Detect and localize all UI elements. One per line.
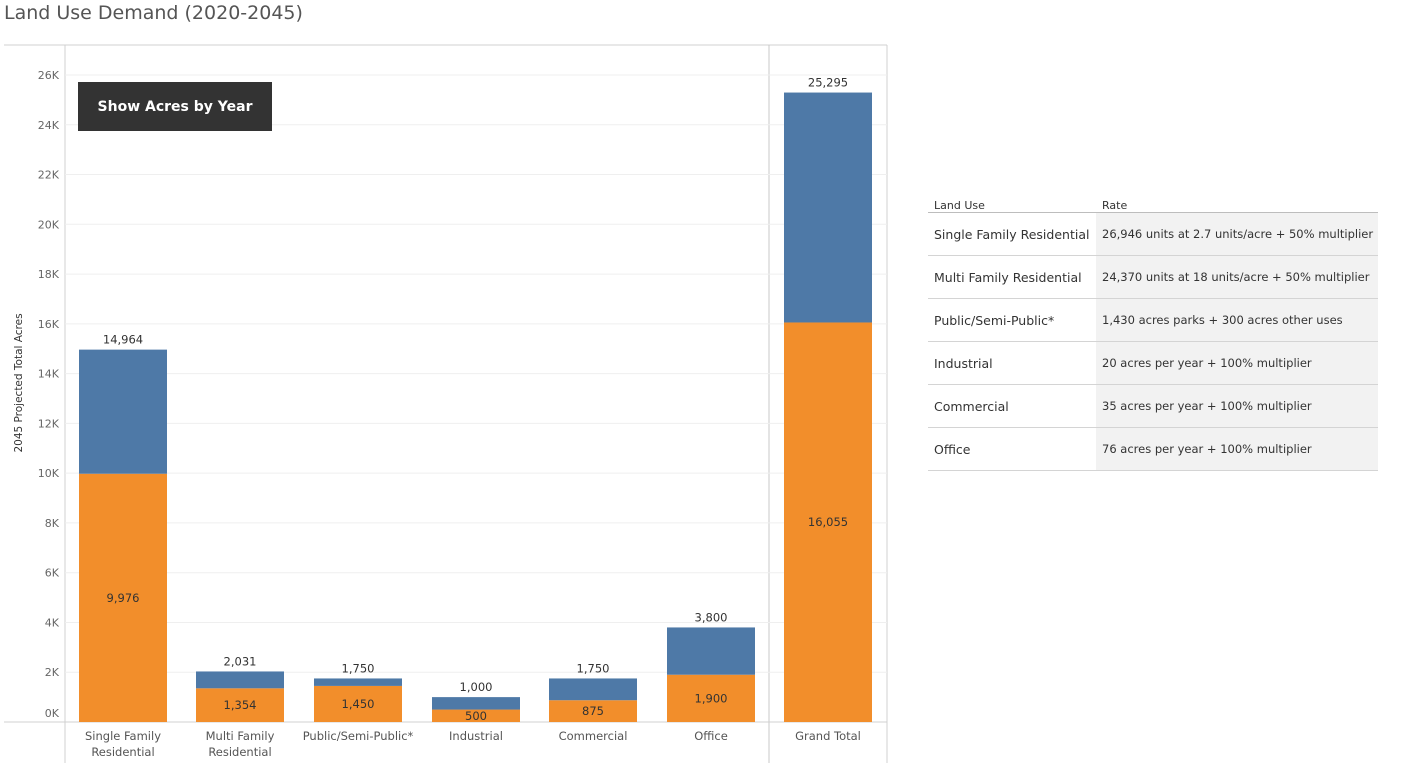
x-tick-label: Commercial: [559, 729, 628, 743]
bar-segment-orange: [314, 685, 402, 722]
x-tick-label: Single Family: [85, 729, 161, 743]
bar-segment-blue: [196, 671, 284, 689]
show-acres-by-year-button[interactable]: Show Acres by Year: [78, 82, 272, 131]
bar-segment-blue: [667, 627, 755, 675]
rate-table-header: Land Use Rate: [928, 192, 1378, 213]
table-row: Office 76 acres per year + 100% multipli…: [928, 427, 1378, 471]
y-tick-label: 4K: [45, 616, 60, 629]
bar-segment-blue: [314, 678, 402, 686]
x-tick-label: Multi Family: [206, 729, 275, 743]
y-tick-label: 12K: [38, 417, 60, 430]
land-use-cell: Single Family Residential: [928, 212, 1096, 256]
bar-segment-orange: [432, 709, 520, 722]
bar-segment-orange: [549, 700, 637, 722]
y-tick-label: 16K: [38, 318, 60, 331]
rate-cell: 20 acres per year + 100% multiplier: [1096, 341, 1378, 385]
bar-total-label: 1,750: [577, 661, 610, 675]
y-tick-label: 8K: [45, 517, 60, 530]
land-use-cell: Multi Family Residential: [928, 255, 1096, 299]
land-use-cell: Industrial: [928, 341, 1096, 385]
bar-segment-blue: [784, 92, 872, 323]
y-tick-label: 24K: [38, 119, 60, 132]
y-tick-label: 18K: [38, 268, 60, 281]
rate-table: Land Use Rate Single Family Residential …: [928, 192, 1378, 471]
x-tick-label: Residential: [91, 745, 154, 759]
bar-segment-blue: [79, 349, 167, 474]
bar-value-label: 1,354: [224, 698, 257, 712]
y-tick-label: 6K: [45, 567, 60, 580]
bar-segment-orange: [784, 322, 872, 722]
bar-segment-blue: [549, 678, 637, 701]
x-tick-label: Residential: [208, 745, 271, 759]
table-row: Public/Semi-Public* 1,430 acres parks + …: [928, 298, 1378, 342]
bar-total-label: 14,964: [103, 333, 143, 347]
header-land-use: Land Use: [928, 192, 1096, 213]
bar-total-label: 2,031: [224, 654, 257, 668]
land-use-cell: Commercial: [928, 384, 1096, 428]
y-tick-label: 26K: [38, 69, 60, 82]
bar-total-label: 25,295: [808, 76, 848, 90]
bar-total-label: 1,750: [342, 661, 375, 675]
rate-cell: 1,430 acres parks + 300 acres other uses: [1096, 298, 1378, 342]
bar-value-label: 1,900: [695, 691, 728, 705]
rate-cell: 24,370 units at 18 units/acre + 50% mult…: [1096, 255, 1378, 299]
y-tick-label: 0K: [45, 707, 60, 720]
page-title: Land Use Demand (2020-2045): [4, 2, 303, 24]
bar-total-label: 3,800: [695, 610, 728, 624]
table-row: Single Family Residential 26,946 units a…: [928, 212, 1378, 256]
table-row: Commercial 35 acres per year + 100% mult…: [928, 384, 1378, 428]
x-tick-label: Industrial: [449, 729, 503, 743]
header-rate: Rate: [1096, 192, 1378, 213]
table-row: Industrial 20 acres per year + 100% mult…: [928, 341, 1378, 385]
table-row: Multi Family Residential 24,370 units at…: [928, 255, 1378, 299]
y-tick-label: 20K: [38, 218, 60, 231]
bar-value-label: 9,976: [107, 591, 140, 605]
x-tick-label: Office: [694, 729, 728, 743]
y-tick-label: 22K: [38, 169, 60, 182]
land-use-cell: Office: [928, 427, 1096, 471]
rate-cell: 26,946 units at 2.7 units/acre + 50% mul…: [1096, 212, 1378, 256]
y-axis-title: 2045 Projected Total Acres: [13, 313, 25, 452]
y-tick-label: 14K: [38, 368, 60, 381]
bar-segment-orange: [79, 473, 167, 722]
rate-cell: 35 acres per year + 100% multiplier: [1096, 384, 1378, 428]
bar-value-label: 1,450: [342, 697, 375, 711]
x-tick-label: Public/Semi-Public*: [303, 729, 414, 743]
x-tick-label: Grand Total: [795, 729, 861, 743]
bar-value-label: 16,055: [808, 515, 848, 529]
bar-value-label: 500: [465, 709, 487, 723]
rate-cell: 76 acres per year + 100% multiplier: [1096, 427, 1378, 471]
y-tick-label: 2K: [45, 666, 60, 679]
land-use-cell: Public/Semi-Public*: [928, 298, 1096, 342]
bar-segment-orange: [667, 674, 755, 722]
bar-value-label: 875: [582, 704, 604, 718]
bar-segment-blue: [432, 697, 520, 710]
bar-total-label: 1,000: [460, 680, 493, 694]
y-tick-label: 10K: [38, 467, 60, 480]
bar-segment-orange: [196, 688, 284, 722]
